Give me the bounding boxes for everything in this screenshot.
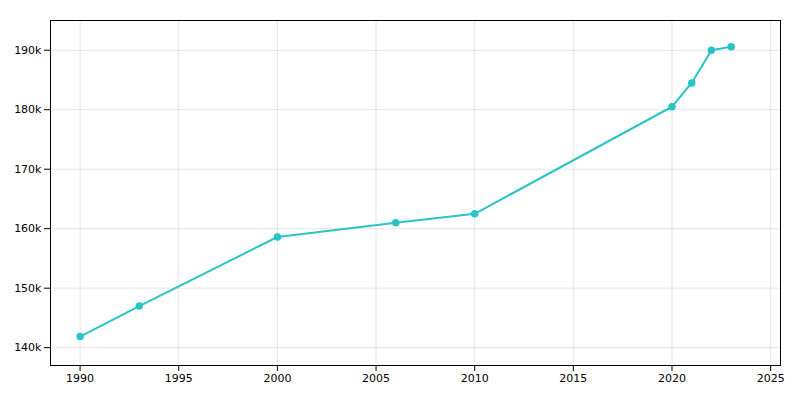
svg-text:2025: 2025 bbox=[757, 372, 785, 385]
svg-text:2010: 2010 bbox=[461, 372, 489, 385]
svg-text:2020: 2020 bbox=[658, 372, 686, 385]
svg-text:140k: 140k bbox=[14, 341, 42, 354]
svg-text:2005: 2005 bbox=[362, 372, 390, 385]
svg-text:190k: 190k bbox=[14, 44, 42, 57]
svg-text:180k: 180k bbox=[14, 103, 42, 116]
svg-text:2015: 2015 bbox=[559, 372, 587, 385]
svg-text:1995: 1995 bbox=[165, 372, 193, 385]
svg-text:170k: 170k bbox=[14, 163, 42, 176]
svg-text:1990: 1990 bbox=[66, 372, 94, 385]
svg-text:2000: 2000 bbox=[263, 372, 291, 385]
svg-text:160k: 160k bbox=[14, 222, 42, 235]
svg-text:150k: 150k bbox=[14, 282, 42, 295]
